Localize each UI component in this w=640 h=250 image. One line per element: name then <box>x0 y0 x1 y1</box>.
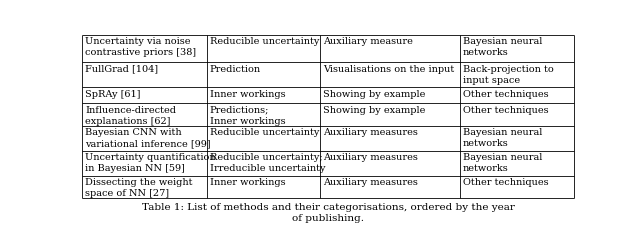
Text: SpRAy [61]: SpRAy [61] <box>86 89 141 98</box>
Text: Visualisations on the input: Visualisations on the input <box>323 64 454 74</box>
Text: Back-projection to
input space: Back-projection to input space <box>463 64 554 84</box>
Text: Auxiliary measures: Auxiliary measures <box>323 128 418 137</box>
Text: Bayesian CNN with
variational inference [99]: Bayesian CNN with variational inference … <box>86 128 211 148</box>
Text: Auxiliary measure: Auxiliary measure <box>323 37 413 46</box>
Text: Uncertainty via noise
contrastive priors [38]: Uncertainty via noise contrastive priors… <box>86 37 196 57</box>
Text: Bayesian neural
networks: Bayesian neural networks <box>463 153 542 172</box>
Text: Reducible uncertainty: Reducible uncertainty <box>209 37 319 46</box>
Text: Predictions;
Inner workings: Predictions; Inner workings <box>209 106 285 125</box>
Text: Showing by example: Showing by example <box>323 89 426 98</box>
Text: Other techniques: Other techniques <box>463 106 548 114</box>
Text: Bayesian neural
networks: Bayesian neural networks <box>463 128 542 148</box>
Text: Reducible uncertainty: Reducible uncertainty <box>209 128 319 137</box>
Text: Showing by example: Showing by example <box>323 106 426 114</box>
Text: FullGrad [104]: FullGrad [104] <box>86 64 159 74</box>
Text: Prediction: Prediction <box>209 64 260 74</box>
Text: Uncertainty quantification
in Bayesian NN [59]: Uncertainty quantification in Bayesian N… <box>86 153 216 172</box>
Text: Dissecting the weight
space of NN [27]: Dissecting the weight space of NN [27] <box>86 178 193 197</box>
Text: Auxiliary measures: Auxiliary measures <box>323 178 418 186</box>
Text: Inner workings: Inner workings <box>209 178 285 186</box>
Text: Auxiliary measures: Auxiliary measures <box>323 153 418 162</box>
Text: Other techniques: Other techniques <box>463 89 548 98</box>
Text: Bayesian neural
networks: Bayesian neural networks <box>463 37 542 57</box>
Text: Reducible uncertainty;
Irreducible uncertainty: Reducible uncertainty; Irreducible uncer… <box>209 153 325 172</box>
Text: Influence-directed
explanations [62]: Influence-directed explanations [62] <box>86 106 177 125</box>
Text: Other techniques: Other techniques <box>463 178 548 186</box>
Text: Inner workings: Inner workings <box>209 89 285 98</box>
Text: Table 1: List of methods and their categorisations, ordered by the year
of publi: Table 1: List of methods and their categ… <box>141 202 515 222</box>
